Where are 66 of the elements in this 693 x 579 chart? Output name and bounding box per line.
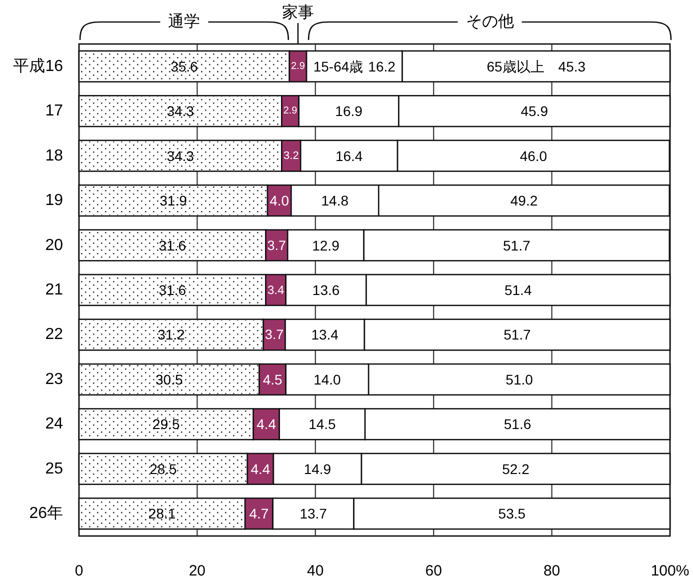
data-label: 4.0 xyxy=(270,192,290,209)
data-label: 13.7 xyxy=(300,506,327,522)
category-label: 24 xyxy=(45,416,63,433)
tick-label: 20 xyxy=(188,562,206,579)
data-label: 51.0 xyxy=(506,371,533,388)
data-label: 4.4 xyxy=(256,416,276,432)
data-label: 2.9 xyxy=(291,60,305,72)
series-name: 家事 xyxy=(282,4,314,22)
series-name: 15-64歳 xyxy=(313,58,364,74)
data-label: 2.9 xyxy=(283,106,298,117)
data-label: 14.0 xyxy=(314,371,341,388)
data-label: 4.7 xyxy=(249,506,269,522)
data-label: 31.6 xyxy=(158,237,186,254)
category-label: 22 xyxy=(45,326,63,344)
category-label: 26年 xyxy=(29,505,63,522)
data-label: 35.6 xyxy=(170,58,198,74)
data-label: 14.9 xyxy=(304,460,332,477)
tick-label: 60 xyxy=(425,562,442,579)
data-label: 31.2 xyxy=(158,326,185,343)
data-label: 51.7 xyxy=(504,326,531,343)
data-label: 13.4 xyxy=(311,326,338,343)
category-label: 平成16 xyxy=(13,58,63,75)
series-name-label: 通学 xyxy=(168,14,200,30)
data-label: 13.6 xyxy=(312,282,340,298)
data-label: 51.4 xyxy=(504,282,532,298)
category-label: 23 xyxy=(45,370,63,388)
data-label: 45.9 xyxy=(520,103,548,120)
data-label: 14.5 xyxy=(308,416,336,432)
category-label: 18 xyxy=(45,147,63,164)
category-label: 19 xyxy=(45,192,63,210)
data-label: 4.5 xyxy=(262,371,282,388)
data-label: 49.2 xyxy=(510,192,538,209)
data-label: 28.5 xyxy=(150,460,177,477)
data-label: 16.4 xyxy=(335,148,363,164)
tick-label: 0 xyxy=(74,562,84,579)
tick-label: 100% xyxy=(650,562,690,579)
data-label: 45.3 xyxy=(558,58,586,74)
data-label: 51.6 xyxy=(504,416,532,432)
data-label: 4.4 xyxy=(250,460,270,477)
data-label: 12.9 xyxy=(312,237,340,254)
data-label: 46.0 xyxy=(520,148,548,164)
data-label: 16.9 xyxy=(335,103,362,120)
category-label: 25 xyxy=(45,460,63,478)
data-label: 3.7 xyxy=(267,238,286,253)
data-label: 30.5 xyxy=(156,371,183,388)
data-label: 31.9 xyxy=(160,192,187,209)
data-label: 3.4 xyxy=(267,283,284,297)
series-name: 65歳以上 xyxy=(486,58,544,74)
tick-label: 40 xyxy=(307,562,324,579)
data-label: 14.8 xyxy=(321,192,349,209)
tick-label: 80 xyxy=(543,562,560,579)
category-label: 21 xyxy=(45,282,63,298)
data-label: 28.1 xyxy=(148,506,176,522)
category-label: 17 xyxy=(45,102,63,120)
data-label: 29.5 xyxy=(152,416,180,432)
data-label: 3.2 xyxy=(284,150,299,162)
data-label: 53.5 xyxy=(498,506,526,522)
data-label: 34.3 xyxy=(166,148,194,164)
data-label: 52.2 xyxy=(502,460,530,477)
data-label: 3.7 xyxy=(264,327,284,342)
data-label: 34.3 xyxy=(166,103,194,120)
data-label: 31.6 xyxy=(158,282,186,298)
annotation-label: その他 xyxy=(466,14,514,30)
data-label: 16.2 xyxy=(368,58,396,74)
data-label: 51.7 xyxy=(503,237,530,254)
category-label: 20 xyxy=(45,236,63,254)
